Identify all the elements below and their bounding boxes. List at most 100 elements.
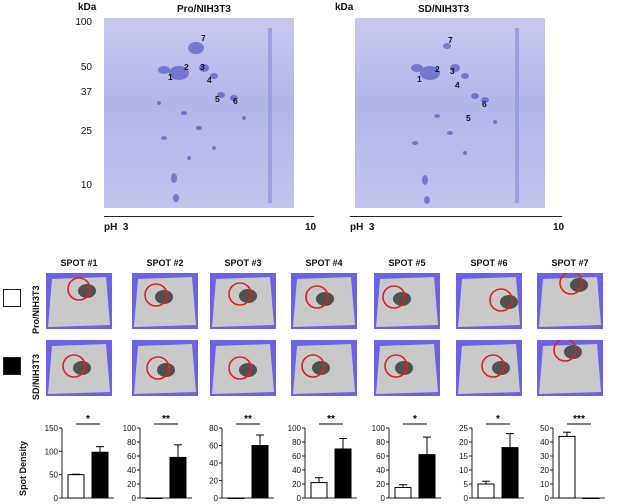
y-tick-label: 0: [464, 494, 469, 503]
spot-surface: [212, 344, 274, 394]
spot-label: 2: [435, 64, 440, 74]
spot-thumbnail: [537, 273, 603, 329]
bar: [91, 451, 109, 499]
spot-surface: [134, 344, 196, 394]
spot-surface: [539, 340, 601, 394]
spot-label: 7: [201, 33, 206, 43]
gel-spots: [411, 28, 519, 204]
spot-title: SPOT #2: [146, 258, 184, 268]
spot-surface: [376, 344, 438, 394]
y-tick-label: 60: [376, 452, 385, 461]
y-tick-label: 20: [209, 477, 218, 486]
bar: [501, 447, 519, 499]
ph-axis: [350, 216, 562, 217]
spot-surface: [293, 344, 355, 394]
spot-surface: [293, 277, 355, 327]
spot-title: SPOT #7: [551, 258, 589, 268]
row-label-sd: SD/NIH3T3: [31, 353, 41, 400]
bar: [169, 456, 187, 499]
kda-label: kDa: [335, 2, 354, 13]
y-tick-label: 100: [288, 424, 302, 433]
spot-thumbnail: [537, 340, 603, 396]
y-tick-label: 5: [464, 480, 469, 489]
spot-title: SPOT #6: [470, 258, 508, 268]
spot-label: 2: [184, 62, 189, 72]
y-tick-label: 40: [127, 466, 136, 475]
legend-open-box-icon: [3, 289, 21, 307]
y-tick-label: 0: [381, 494, 386, 503]
y-tick-label: 40: [209, 459, 218, 468]
y-tick-label: 0: [545, 494, 550, 503]
gel-image: [355, 18, 545, 208]
y-tick-label: 0: [214, 494, 219, 503]
significance-label: **: [244, 414, 252, 425]
spot-thumbnail: [291, 340, 357, 396]
ph-end: 10: [305, 222, 317, 233]
spot-thumbnail: [456, 340, 522, 396]
spot-surface: [212, 277, 274, 327]
y-tick-label: 20: [292, 480, 301, 489]
y-tick-label: 0: [54, 494, 59, 503]
spot-thumbnail: [291, 273, 357, 329]
spot-title: SPOT #1: [60, 258, 98, 268]
legend-filled-box-icon: [3, 357, 21, 375]
bar: [334, 448, 352, 499]
spot-surface: [48, 344, 110, 394]
spot-label: 3: [200, 62, 205, 72]
y-tick-label: 30: [540, 452, 549, 461]
significance-label: **: [327, 414, 335, 425]
gel-image: [104, 18, 294, 208]
y-tick-label: 80: [127, 438, 136, 447]
spot-title: SPOT #5: [388, 258, 426, 268]
bar: [394, 487, 412, 499]
mw-marker: 25: [80, 126, 92, 137]
bar: [251, 445, 269, 499]
ph-label: pH 3: [350, 222, 375, 233]
gel-spots: [157, 28, 272, 203]
spot-label: 5: [215, 94, 220, 104]
significance-label: *: [496, 414, 500, 425]
spot-label: 4: [455, 80, 460, 90]
spot-thumbnail: [46, 273, 112, 329]
y-tick-label: 15: [459, 452, 468, 461]
mw-marker: 37: [80, 87, 92, 98]
gel-title: Pro/NIH3T3: [177, 4, 231, 15]
y-tick-label: 0: [297, 494, 302, 503]
spot-thumbnail: [210, 340, 276, 396]
spot-label: 6: [233, 96, 238, 106]
y-tick-label: 100: [372, 424, 386, 433]
spot-surface: [539, 273, 601, 327]
spot-label: 6: [482, 99, 487, 109]
y-tick-label: 100: [123, 424, 137, 433]
spot-thumbnail: [46, 340, 112, 396]
bar: [145, 497, 163, 499]
y-tick-label: 10: [459, 466, 468, 475]
y-tick-label: 50: [49, 471, 58, 480]
spot-surface: [48, 277, 110, 327]
spot-surface: [134, 277, 196, 327]
kda-label: kDa: [78, 2, 97, 13]
y-tick-label: 60: [292, 452, 301, 461]
bar: [418, 454, 436, 499]
ph-end: 10: [553, 222, 565, 233]
spot-surface: [458, 344, 520, 394]
y-tick-label: 60: [127, 452, 136, 461]
spot-thumbnail: [374, 340, 440, 396]
significance-label: ***: [573, 414, 585, 425]
ph-label: pH 3: [104, 222, 129, 233]
y-tick-label: 80: [376, 438, 385, 447]
y-tick-label: 20: [459, 438, 468, 447]
y-tick-label: 80: [209, 424, 218, 433]
mw-marker: 10: [80, 180, 92, 191]
y-tick-label: 20: [540, 466, 549, 475]
spot-surface: [376, 277, 438, 327]
significance-label: *: [86, 414, 90, 425]
y-tick-label: 40: [540, 438, 549, 447]
bar: [310, 482, 328, 499]
bar: [67, 474, 85, 499]
spot-thumbnail: [210, 273, 276, 329]
significance-label: *: [413, 414, 417, 425]
gel-title: SD/NIH3T3: [418, 4, 470, 15]
spot-surface: [458, 277, 520, 327]
significance-label: **: [162, 414, 170, 425]
